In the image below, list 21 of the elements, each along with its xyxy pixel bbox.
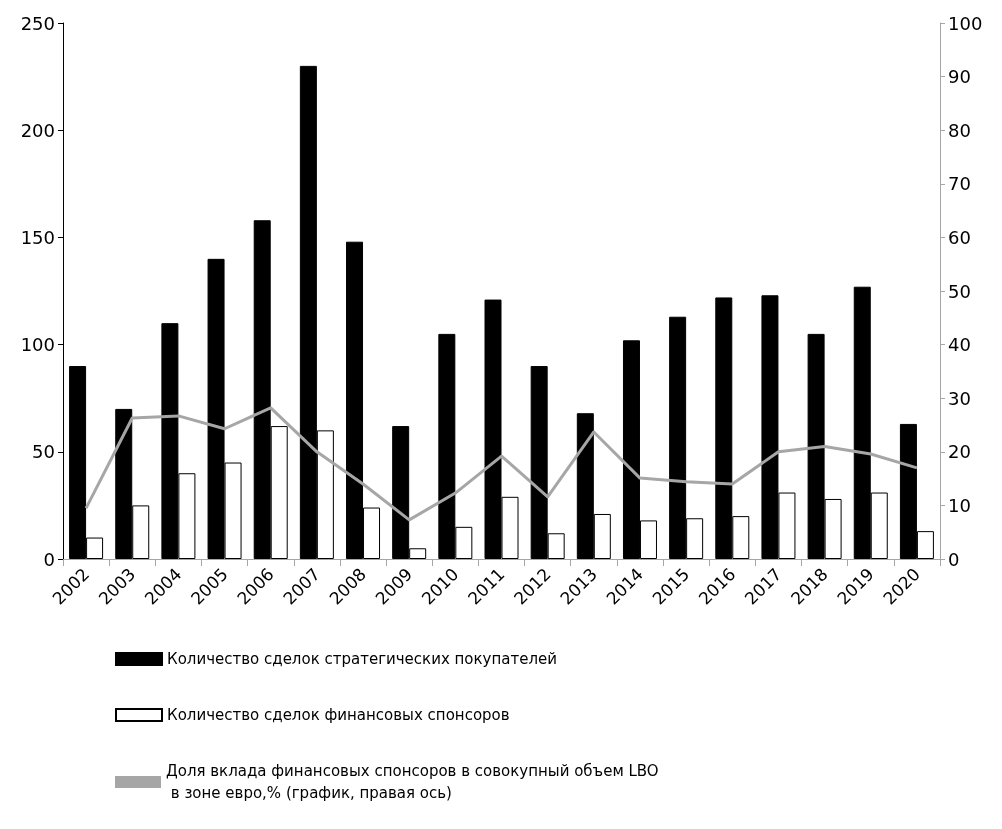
y2-tick-label: 0	[948, 548, 960, 570]
y2-tick-label: 30	[948, 387, 971, 409]
y2-tick-label: 20	[948, 441, 971, 463]
y-tick-label: 150	[20, 226, 55, 248]
y2-tick-label: 60	[948, 226, 971, 248]
y2-tick-label: 80	[948, 119, 971, 141]
y-tick-label: 100	[20, 334, 55, 356]
y2-tick-label: 100	[948, 12, 983, 34]
line-series	[84, 406, 919, 522]
y2-tick-label: 70	[948, 173, 971, 195]
legend-label: Доля вклада финансовых спонсоров в совокупный объем LBO в зоне евро,% (график, правая ось)	[166, 762, 659, 802]
legend-label: Количество сделок стратегических покупателей	[167, 650, 557, 668]
y2-tick-label: 10	[948, 494, 971, 516]
y-tick-label: 200	[20, 119, 55, 141]
legend-label: Количество сделок финансовых спонсоров	[167, 706, 510, 724]
y-tick-label: 250	[20, 12, 55, 34]
y2-tick-label: 90	[948, 66, 971, 88]
y2-tick-label: 50	[948, 280, 971, 302]
y2-tick-label: 40	[948, 334, 971, 356]
y-tick-label: 50	[32, 441, 55, 463]
y-tick-label: 0	[43, 548, 55, 570]
